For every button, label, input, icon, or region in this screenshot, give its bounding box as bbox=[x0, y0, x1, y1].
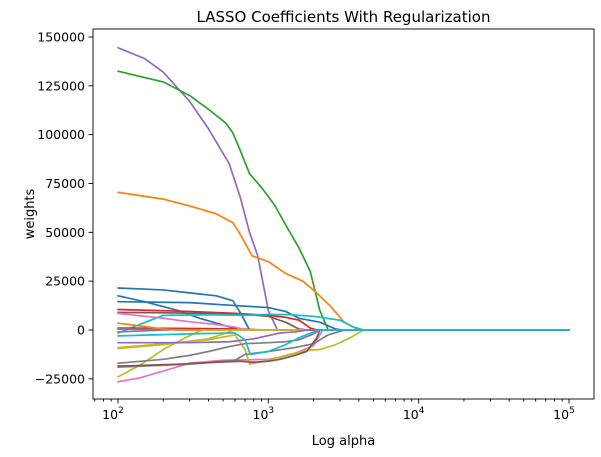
y-axis: −25000 0 25000 50000 75000 100000 125000 150000 bbox=[35, 30, 93, 386]
series-layer bbox=[117, 46, 570, 383]
series-line-21 bbox=[117, 329, 570, 367]
y-tick-label: 50000 bbox=[45, 225, 85, 240]
series-line-16 bbox=[117, 329, 570, 383]
series-line-22 bbox=[117, 329, 570, 344]
series-line-19 bbox=[117, 329, 570, 365]
y-tick-label: 75000 bbox=[45, 176, 85, 191]
series-line-4 bbox=[117, 287, 570, 331]
series-line-20 bbox=[117, 329, 570, 368]
x-tick-label: 103 bbox=[253, 406, 275, 422]
x-tick-label: 102 bbox=[102, 406, 124, 422]
y-tick-label: 125000 bbox=[37, 78, 85, 93]
x-tick-label: 104 bbox=[403, 406, 425, 422]
y-tick-label: 150000 bbox=[37, 30, 85, 45]
series-line-18 bbox=[117, 329, 570, 366]
series-line-9 bbox=[117, 313, 570, 334]
x-axis: 102 103 104 105 bbox=[94, 399, 575, 422]
y-tick-label: 100000 bbox=[37, 127, 85, 142]
series-line-2 bbox=[117, 70, 570, 331]
y-tick-label: 0 bbox=[77, 323, 85, 338]
x-axis-label: Log alpha bbox=[312, 434, 375, 449]
series-line-23 bbox=[117, 329, 570, 356]
series-line-17 bbox=[117, 329, 570, 378]
y-tick-label: −25000 bbox=[35, 371, 85, 386]
y-axis-label: weights bbox=[23, 188, 38, 239]
y-tick-label: 25000 bbox=[45, 274, 85, 289]
series-line-1 bbox=[117, 46, 570, 331]
series-line-3 bbox=[117, 191, 570, 331]
plot-frame bbox=[92, 28, 595, 400]
x-tick-label: 105 bbox=[553, 406, 575, 422]
chart-title: LASSO Coefficients With Regularization bbox=[197, 8, 491, 26]
series-line-13 bbox=[117, 329, 570, 350]
